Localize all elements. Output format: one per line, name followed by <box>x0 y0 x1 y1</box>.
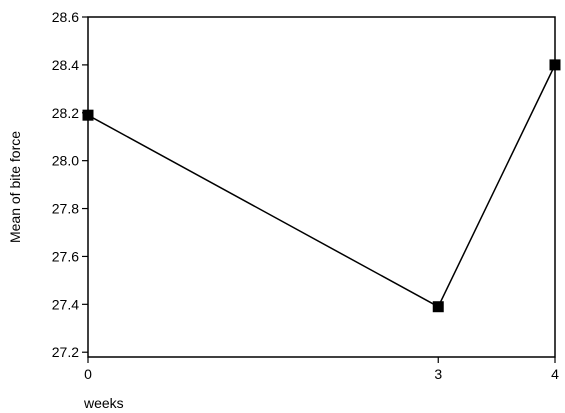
series-group <box>82 59 561 313</box>
y-tick-label: 28.4 <box>52 57 79 73</box>
y-tick-label: 27.4 <box>52 296 79 312</box>
y-tick-label: 27.2 <box>52 344 79 360</box>
y-tick-label: 27.6 <box>52 248 79 264</box>
y-tick-label: 27.8 <box>52 201 79 217</box>
x-tick-label: 3 <box>434 366 442 382</box>
y-tick-label: 28.2 <box>52 105 79 121</box>
x-tick-label: 4 <box>551 366 559 382</box>
x-axis-title: weeks <box>83 395 124 411</box>
x-axis: 0 3 4 <box>84 357 559 382</box>
y-tick-label: 28.0 <box>52 153 79 169</box>
data-point-marker <box>82 109 94 121</box>
data-point-marker <box>432 301 444 313</box>
x-tick-label: 0 <box>84 366 92 382</box>
data-point-marker <box>549 59 561 71</box>
y-tick-label: 28.6 <box>52 9 79 25</box>
series-line <box>87 64 556 308</box>
y-axis-title: Mean of bite force <box>7 131 23 243</box>
y-axis: 27.2 27.4 27.6 27.8 28.0 28.2 28.4 28.6 <box>52 9 88 360</box>
plot-frame <box>87 16 556 358</box>
